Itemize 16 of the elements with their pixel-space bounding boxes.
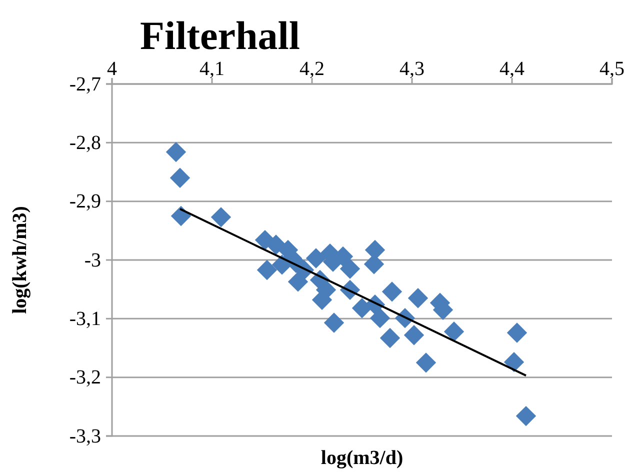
x-tick-label: 4,3 <box>400 58 424 80</box>
y-tick-label: -2,8 <box>69 132 101 154</box>
y-tick-label: -2,9 <box>69 190 101 213</box>
x-tick-label: 4,2 <box>300 58 324 80</box>
y-tick-label: -3,3 <box>69 425 101 448</box>
y-tick-label: -3,1 <box>69 308 101 330</box>
y-axis-title: log(kwh/m3) <box>9 206 31 314</box>
chart-title: Filterhall <box>140 13 300 58</box>
y-tick-label: -3 <box>84 249 101 272</box>
x-tick-label: 4 <box>107 58 117 80</box>
x-tick-label: 4,1 <box>200 58 224 80</box>
y-tick-label: -2,7 <box>69 73 101 96</box>
x-axis-title: log(m3/d) <box>320 447 404 469</box>
x-tick-label: 4,5 <box>600 58 624 80</box>
y-tick-label: -3,2 <box>69 366 101 389</box>
x-tick-label: 4,4 <box>500 58 524 80</box>
